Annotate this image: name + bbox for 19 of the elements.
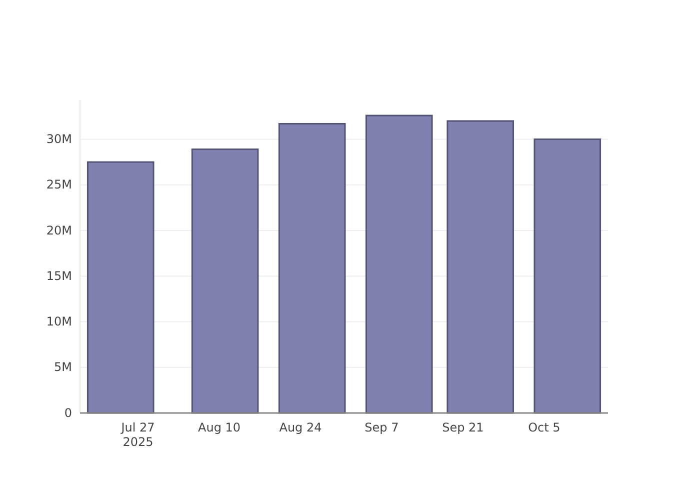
x-tick-label: Sep 7 — [364, 420, 399, 435]
x-tick-label: Aug 10 — [198, 420, 241, 435]
bar — [278, 122, 346, 414]
x-tick-label: Jul 27 2025 — [120, 420, 155, 449]
bar — [86, 161, 154, 414]
x-tick-label: Aug 24 — [279, 420, 322, 435]
bar — [191, 148, 259, 414]
y-tick-label: 0 — [64, 406, 72, 420]
y-tick-label: 25M — [46, 178, 72, 192]
y-tick-label: 30M — [46, 132, 72, 146]
x-tick-label: Oct 5 — [528, 420, 560, 435]
y-tick-label: 5M — [54, 360, 72, 374]
y-tick-label: 15M — [46, 268, 72, 283]
x-tick-label: Sep 21 — [442, 420, 484, 435]
bar — [534, 138, 602, 414]
bar — [446, 120, 514, 414]
y-tick-label: 10M — [46, 314, 72, 329]
y-tick-label: 20M — [46, 223, 72, 238]
bar — [365, 114, 433, 414]
